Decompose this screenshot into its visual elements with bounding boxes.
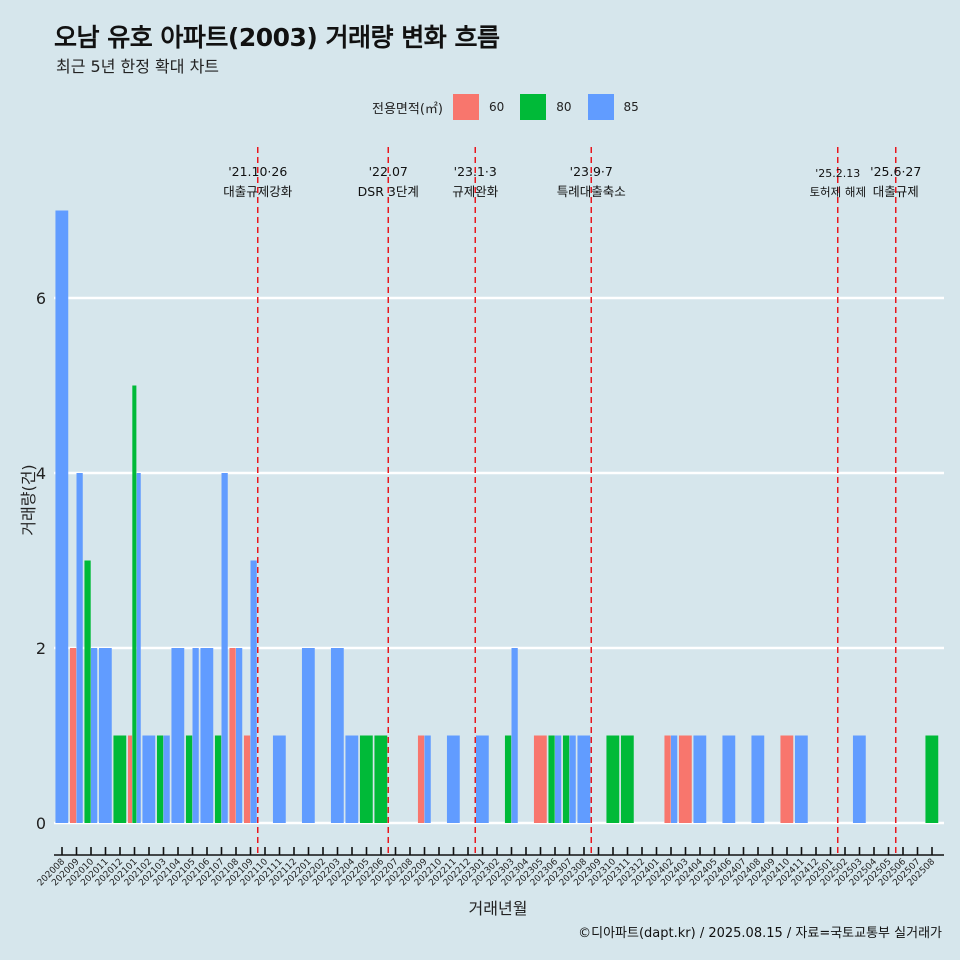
- bar-85-202010: [91, 648, 98, 823]
- event-label-4: 토허제 해제: [809, 185, 866, 199]
- event-date-2: '23.1·3: [454, 164, 497, 179]
- bar-85-202203: [330, 648, 344, 823]
- bar-80-202101: [132, 385, 137, 823]
- bar-85-202209: [424, 735, 431, 823]
- event-label-0: 대출규제강화: [223, 184, 293, 199]
- bar-60-202101: [127, 735, 133, 823]
- bar-85-202109: [250, 560, 257, 823]
- bar-80-202310: [606, 735, 620, 823]
- legend-swatch-85: [587, 94, 614, 120]
- bar-60-202402: [664, 735, 671, 823]
- chart-subtitle: 최근 5년 한정 확대 차트: [56, 57, 220, 76]
- bar-85-202108: [236, 648, 243, 823]
- bar-80-202205: [359, 735, 373, 823]
- bar-85-202402: [671, 735, 678, 823]
- event-date-0: '21.10·26: [228, 164, 287, 179]
- event-date-3: '23.9·7: [570, 164, 613, 179]
- y-tick-label: 2: [36, 639, 46, 658]
- legend-swatch-80: [520, 94, 547, 120]
- bar-85-202111: [272, 735, 286, 823]
- bar-85-202306: [555, 735, 562, 823]
- event-label-5: 대출규제: [873, 184, 919, 199]
- event-date-1: '22.07: [369, 164, 408, 179]
- bar-80-202508: [925, 735, 939, 823]
- legend-label-60: 60: [488, 100, 505, 114]
- bar-85-202201: [301, 648, 315, 823]
- legend-label-85: 85: [623, 100, 639, 114]
- legend-swatch-60: [452, 94, 479, 120]
- bar-85-202308: [577, 735, 591, 823]
- bar-80-202311: [620, 735, 634, 823]
- bar-85-202408: [751, 735, 765, 823]
- bar-85-202101: [136, 473, 141, 823]
- bar-85-202211: [446, 735, 460, 823]
- bar-80-202105: [185, 735, 193, 823]
- bar-85-202503: [852, 735, 866, 823]
- bar-60-202108: [229, 648, 236, 823]
- bar-85-202105: [192, 648, 199, 823]
- legend-label-80: 80: [556, 100, 572, 114]
- y-tick-label: 6: [36, 289, 46, 308]
- event-label-1: DSR 3단계: [358, 184, 419, 199]
- bar-85-202104: [171, 648, 185, 823]
- bar-80-202303: [504, 735, 512, 823]
- bar-85-202303: [511, 648, 518, 823]
- bar-85-202103: [163, 735, 170, 823]
- bar-85-202107: [221, 473, 228, 823]
- bar-60-202410: [780, 735, 794, 823]
- legend: 전용면적(㎡) 60 80 85: [372, 92, 655, 122]
- caption: ©디아파트(dapt.kr) / 2025.08.15 / 자료=국토교통부 실…: [578, 926, 942, 941]
- x-axis-title: 거래년월: [469, 899, 528, 918]
- bar-85-202009: [76, 473, 83, 823]
- bar-60-202209: [417, 735, 425, 823]
- bar-85-202008: [55, 210, 69, 823]
- bar-60-202305: [533, 735, 547, 823]
- bar-85-202106: [200, 648, 214, 823]
- event-label-3: 특례대출축소: [557, 184, 626, 199]
- bar-80-202010: [84, 560, 91, 823]
- y-tick-label: 4: [36, 464, 46, 483]
- bar-85-202102: [142, 735, 156, 823]
- bar-85-202404: [693, 735, 707, 823]
- bar-60-202109: [243, 735, 251, 823]
- bar-80-202206: [374, 735, 388, 823]
- bar-80-202307: [562, 735, 570, 823]
- bar-80-202107: [214, 735, 222, 823]
- event-label-2: 규제완화: [452, 184, 499, 199]
- bar-80-202012: [113, 735, 127, 823]
- bar-85-202406: [722, 735, 736, 823]
- bar-85-202301: [475, 735, 489, 823]
- bar-85-202307: [569, 735, 576, 823]
- bar-60-202403: [678, 735, 692, 823]
- bar-85-202204: [345, 735, 359, 823]
- bar-60-202009: [69, 648, 77, 823]
- bar-80-202103: [156, 735, 164, 823]
- event-date-4: '25.2.13: [815, 167, 860, 180]
- y-axis-title: 거래량(건): [19, 464, 38, 535]
- chart-title: 오남 유호 아파트(2003) 거래량 변화 흐름: [54, 23, 500, 52]
- bar-80-202306: [548, 735, 555, 823]
- legend-title: 전용면적(㎡): [372, 101, 443, 117]
- bar-85-202011: [98, 648, 112, 823]
- y-tick-label: 0: [36, 814, 46, 833]
- event-date-5: '25.6·27: [870, 164, 921, 179]
- bar-85-202411: [794, 735, 808, 823]
